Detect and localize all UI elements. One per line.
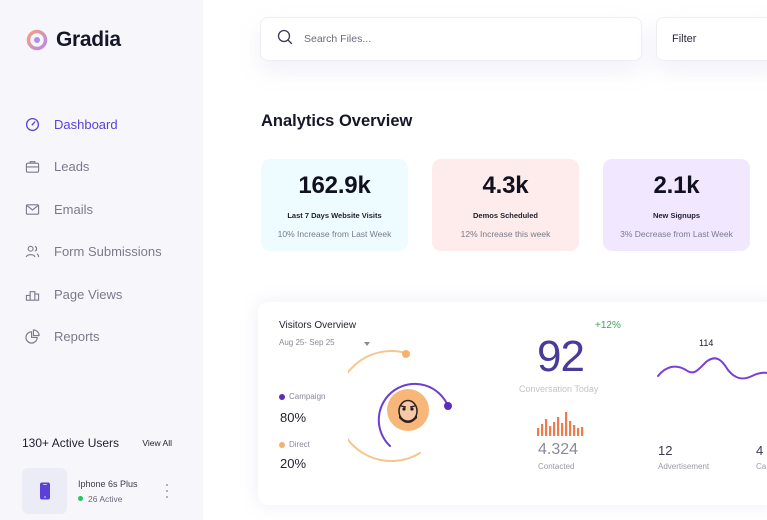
filter-label: Filter [672,33,697,45]
chevron-down-icon[interactable] [364,342,370,346]
device-status: 26 Active [78,494,138,504]
users-icon [24,244,40,260]
stat-subtext: 3% Decrease from Last Week [620,229,733,239]
date-range[interactable]: Aug 25- Sep 25 [279,338,335,347]
stat-subtext: 10% Increase from Last Week [277,229,392,239]
status-dot [78,496,83,501]
stat-subtext: 12% Increase this week [460,229,551,239]
pie-chart-icon [24,329,40,345]
logo[interactable]: Gradia [26,28,121,52]
stat-value: 162.9k [298,172,371,199]
stat-card-demos-scheduled: 4.3k Demos Scheduled 12% Increase this w… [432,159,579,251]
phone-icon [22,468,67,514]
conversation-count: 92 [537,332,585,381]
visitors-title: Visitors Overview [279,320,357,331]
device-status-text: 26 Active [88,493,123,504]
view-all-link[interactable]: View All [142,438,172,448]
sidebar: Gradia Dashboard Leads Emails [0,0,203,520]
stat-label: Demos Scheduled [472,211,539,220]
sidebar-item-label: Leads [54,159,90,174]
search-input[interactable] [304,33,604,45]
legend-label: Direct [289,440,310,449]
sidebar-item-label: Page Views [54,286,123,302]
stat-label: Last 7 Days Website Visits [287,211,382,220]
app-name: Gradia [56,28,121,51]
sidebar-nav: Dashboard Leads Emails Form Submissions [24,114,194,369]
more-options-icon[interactable] [165,484,169,498]
visitors-overview-card: Visitors Overview Aug 25- Sep 25 Campaig… [258,302,767,505]
sidebar-item-leads[interactable]: Leads [24,157,194,177]
sidebar-item-dashboard[interactable]: Dashboard [24,114,194,134]
trend-peak-label: 114 [699,338,714,348]
podium-icon [24,286,40,302]
extra-metric-label: Ca [756,462,767,471]
stat-card-new-signups: 2.1k New Signups 3% Decrease from Last W… [603,159,750,251]
logo-icon [26,29,48,51]
advertisement-label: Advertisement [658,462,710,471]
conversation-label: Conversation Today [519,384,599,394]
stat-value: 4.3k [482,172,529,199]
sidebar-item-label: Emails [54,201,94,217]
contacted-count: 4.324 [538,441,579,458]
direct-arc-end [402,350,410,358]
visitors-ring-chart [348,350,452,463]
campaign-percent: 80% [280,410,307,425]
gauge-icon [24,116,40,132]
stat-label: New Signups [652,211,701,220]
direct-percent: 20% [280,456,307,471]
envelope-icon [24,201,40,217]
sidebar-item-reports[interactable]: Reports [24,327,194,347]
legend-label: Campaign [289,392,326,401]
search-icon [277,29,293,50]
active-users-title: 130+ Active Users [22,436,120,450]
sidebar-item-emails[interactable]: Emails [24,199,194,219]
sidebar-item-page-views[interactable]: Page Views [24,284,194,304]
sidebar-item-label: Form Submissions [54,244,162,259]
growth-badge: +12% [595,320,621,331]
sidebar-item-form-submissions[interactable]: Form Submissions [24,242,194,262]
campaign-arc [377,382,449,447]
contacted-bar-chart [537,412,584,436]
stat-value: 2.1k [653,172,700,199]
contacted-label: Contacted [538,462,575,471]
device-card[interactable]: Iphone 6s Plus 26 Active [22,468,182,514]
legend-direct: Direct [279,440,310,449]
page-title: Analytics Overview [261,112,413,130]
advertisement-count: 12 [658,443,673,458]
stat-card-website-visits: 162.9k Last 7 Days Website Visits 10% In… [261,159,408,251]
search-bar[interactable] [260,17,642,61]
device-name: Iphone 6s Plus [78,478,138,489]
filter-button[interactable]: Filter [656,17,767,61]
briefcase-icon [24,159,40,175]
direct-arc [348,350,421,463]
device-info: Iphone 6s Plus 26 Active [78,479,138,504]
campaign-arc-end [444,402,452,410]
sidebar-item-label: Dashboard [54,116,118,132]
extra-metric-count: 4 [756,443,764,458]
active-users-header: 130+ Active Users View All [22,436,172,450]
legend-campaign: Campaign [279,392,325,401]
sidebar-item-label: Reports [54,329,100,344]
trend-line-chart [657,357,767,380]
